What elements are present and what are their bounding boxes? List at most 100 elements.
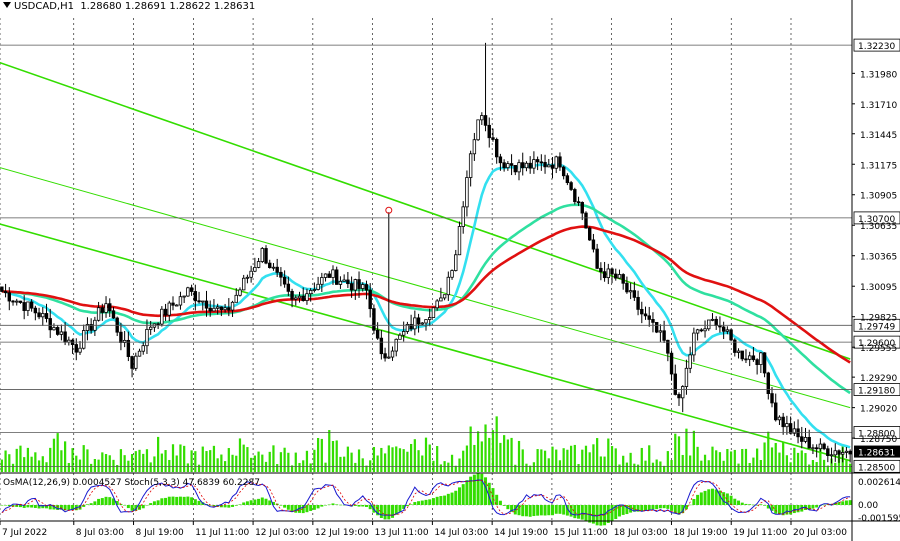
osma-bar [238,504,242,505]
osma-bar [108,497,112,505]
osma-bar [558,505,562,514]
osma-bar [536,505,540,516]
candle-body [699,329,704,332]
candle-body [268,262,272,268]
volume-bar [756,448,759,472]
candle-body [435,300,439,309]
volume-bar [201,446,204,472]
volume-bar [343,456,346,472]
x-tick-label: 13 Jul 11:00 [375,528,429,538]
osma-bar [152,501,156,505]
osma-bar [625,505,629,515]
candle-body [171,302,175,306]
osma-bar [309,505,313,511]
candle-body [215,306,220,309]
candle-body [0,286,4,292]
volume-bar [190,450,193,472]
volume-bar [752,457,755,472]
osma-bar [621,505,625,515]
volume-bar [130,454,134,472]
candle-body [275,266,279,273]
osma-bar [841,501,845,505]
candle-body [517,162,521,173]
volume-bar [845,459,848,472]
dropdown-triangle-icon[interactable] [3,2,11,8]
osma-bar [368,505,372,510]
osma-bar [759,504,763,505]
candle-body [249,270,253,278]
volume-bar [86,449,89,472]
volume-bar [681,454,684,472]
volume-bar [316,438,320,472]
volume-bar [354,462,357,472]
volume-bar [703,454,707,472]
volume-bar [160,453,163,472]
volume-bar [253,455,256,472]
osma-bar [260,497,264,505]
candle-body [208,307,212,312]
osma-bar [294,505,298,513]
osma-bar [543,505,547,516]
volume-bar [52,438,56,472]
volume-bar [71,448,74,472]
candle-body [755,359,759,366]
osma-bar [670,505,674,511]
volume-bar [153,456,156,472]
volume-bar [677,436,681,472]
volume-bar [116,464,119,472]
osma-bar [703,490,707,505]
osma-bar [0,505,4,506]
candle-body [777,416,782,421]
candle-body [558,156,562,168]
osma-bar [33,505,37,508]
osma-bar [115,501,119,505]
volume-bar [45,462,48,472]
osma-bar [376,505,380,516]
candle-body [829,454,834,457]
osma-bar [688,504,692,506]
osma-bar [495,494,499,505]
osma-bar [517,505,521,516]
osma-bar [26,505,30,508]
volume-bar [666,451,669,472]
level-label-box [853,211,900,225]
level-label: 1.32230 [858,42,895,52]
osma-bar [156,500,160,505]
osma-bar [603,505,607,526]
volume-bar [741,448,744,472]
candle-body [610,268,614,275]
candle-body [450,270,454,278]
volume-bar [733,449,736,472]
candle-body [736,350,741,353]
volume-bar [410,443,413,472]
candle-body [718,325,722,328]
volume-bar [395,446,398,472]
osma-bar [848,500,852,505]
candle-body [733,339,737,353]
osma-bar [93,501,97,505]
osma-bar [67,505,71,510]
volume-bar [108,455,111,472]
candle-body [774,402,778,421]
osma-bar [286,505,290,510]
moving-averages [1,162,851,449]
candle-body [491,137,495,140]
osma-bar [305,505,309,513]
volume-bar [614,448,617,472]
volume-bar [357,449,361,472]
osma-bar [279,505,283,506]
volume-bar [197,464,201,472]
candle-body [55,327,60,335]
candle-body [78,347,82,353]
candle-body [74,344,78,353]
osma-bar [573,505,577,519]
candle-body [227,307,231,311]
candle-body [807,437,811,449]
volume-bar [101,452,104,472]
candle-body [11,300,15,303]
x-tick-label: 14 Jul 03:00 [434,528,488,538]
osma-bar [684,505,688,510]
candle-body [573,189,577,203]
osma-bar [647,505,651,511]
